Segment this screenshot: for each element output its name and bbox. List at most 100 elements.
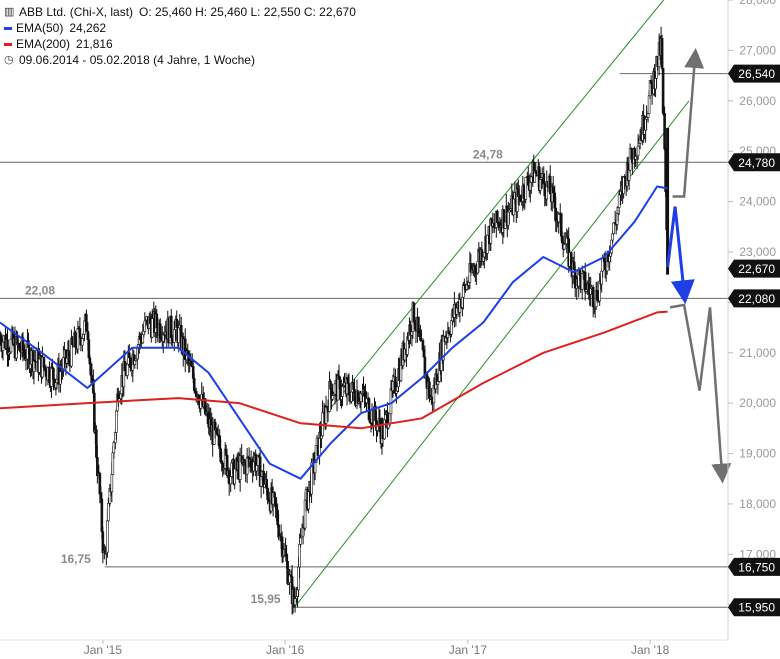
candle-body — [266, 488, 269, 501]
candle-body — [649, 80, 653, 84]
candle-body — [115, 410, 118, 433]
legend-ema50-value: 24,262 — [69, 21, 107, 35]
clock-icon: ◷ — [4, 54, 14, 66]
last-price-tag-bg — [728, 259, 780, 278]
chart-legend: ▥ ABB Ltd. (Chi-X, last) O: 25,460 H: 25… — [4, 4, 356, 68]
candle-body — [90, 374, 94, 380]
level-label: 24,78 — [473, 147, 503, 161]
candle-body — [313, 462, 317, 473]
ema200-line — [0, 310, 668, 430]
legend-instrument: ABB Ltd. (Chi-X, last) — [19, 5, 134, 19]
candle-body — [255, 465, 258, 472]
level-label: 16,75 — [61, 552, 91, 566]
candle-body — [329, 381, 332, 390]
candle-body — [238, 455, 242, 480]
candle-body — [595, 290, 599, 301]
candle-body — [74, 332, 77, 347]
candle-body — [442, 336, 445, 361]
level-price-tag-text: 16,750 — [738, 560, 775, 574]
level-price-tag-text: 26,540 — [738, 67, 775, 81]
level-price-tag: 22,080 — [728, 289, 780, 308]
candle-body — [277, 524, 280, 538]
candle-body — [447, 330, 451, 334]
projection-bearish-arrow — [669, 303, 732, 484]
trend-channel-layer — [294, 0, 690, 608]
legend-ema200-label: EMA(200) — [16, 37, 71, 51]
x-tick-label: Jan '17 — [449, 643, 488, 657]
candle-body — [85, 314, 88, 332]
candle-body — [557, 213, 561, 223]
candle-body — [409, 324, 412, 336]
y-tick-label: 18,000 — [739, 497, 776, 511]
y-tick-label: 27,000 — [739, 43, 776, 57]
candle-body — [436, 381, 440, 385]
candle-body — [551, 186, 555, 194]
level-price-tag: 15,950 — [728, 598, 780, 617]
legend-instrument-row: ▥ ABB Ltd. (Chi-X, last) O: 25,460 H: 25… — [4, 4, 356, 20]
price-series-layer — [0, 26, 670, 615]
candle-body — [310, 462, 313, 495]
candle-body — [107, 503, 110, 522]
candle-body — [106, 520, 109, 553]
level-price-tag-text: 22,080 — [738, 292, 775, 306]
candle-body — [81, 338, 84, 346]
level-price-tag-text: 15,950 — [738, 601, 775, 615]
candle-body — [337, 375, 341, 380]
candle-body — [172, 329, 176, 343]
ema200-swatch — [4, 42, 12, 46]
last-price-tag: 22,670 — [728, 259, 780, 278]
legend-period: 09.06.2014 - 05.02.2018 (4 Jahre, 1 Woch… — [19, 53, 255, 67]
candle-body — [359, 393, 363, 402]
y-tick-label: 21,000 — [739, 346, 776, 360]
level-price-tag-bg — [728, 598, 780, 617]
level-price-tag: 26,540 — [728, 64, 780, 83]
legend-period-row: ◷ 09.06.2014 - 05.02.2018 (4 Jahre, 1 Wo… — [4, 52, 356, 68]
candle-body — [189, 360, 193, 367]
y-tick-label: 19,000 — [739, 447, 776, 461]
candle-body — [110, 474, 114, 493]
channel-upper-line — [330, 0, 664, 409]
legend-ema50-label: EMA(50) — [16, 21, 64, 35]
y-tick-label: 17,000 — [739, 547, 776, 561]
candle-body — [518, 194, 522, 201]
candle-body — [233, 468, 236, 485]
candle-body — [663, 112, 666, 150]
support-resistance-layer: 24,78 22,08 16,75 15,95 — [0, 73, 728, 608]
candle-body — [617, 194, 621, 208]
candle-body — [486, 234, 489, 254]
candle-body — [542, 173, 546, 184]
level-price-tag-bg — [728, 64, 780, 83]
last-price-tag-text: 22,670 — [738, 262, 775, 276]
level-price-tag: 24,780 — [728, 153, 780, 172]
candle-body — [661, 68, 665, 114]
candle-body — [529, 176, 533, 183]
candle-body — [249, 459, 253, 467]
ema50-swatch — [4, 26, 12, 30]
candle-body — [52, 368, 55, 380]
x-tick-label: Jan '16 — [266, 643, 305, 657]
candle-body — [169, 315, 173, 339]
candle-body — [660, 38, 664, 69]
candle-body — [150, 318, 154, 338]
candle-body — [612, 222, 615, 235]
legend-ohlc: O: 25,460 H: 25,460 L: 22,550 C: 22,670 — [139, 5, 356, 19]
candle-body — [123, 361, 127, 372]
level-price-tag-bg — [728, 153, 780, 172]
candle-body — [96, 456, 99, 477]
candle-body — [299, 537, 302, 545]
y-tick-label: 23,000 — [739, 245, 776, 259]
candle-body — [331, 395, 334, 400]
candle-body — [293, 598, 297, 606]
candle-body — [421, 340, 425, 351]
candle-body — [101, 531, 105, 554]
candle-body — [412, 302, 416, 323]
projection-short-term-arrow — [666, 206, 695, 305]
candle-body — [112, 442, 116, 454]
legend-ema200-row: EMA(200) 21,816 — [4, 36, 356, 52]
candle-body — [298, 544, 301, 568]
candle-body — [502, 209, 506, 229]
level-price-tag-text: 24,780 — [738, 156, 775, 170]
candle-body — [636, 145, 640, 157]
